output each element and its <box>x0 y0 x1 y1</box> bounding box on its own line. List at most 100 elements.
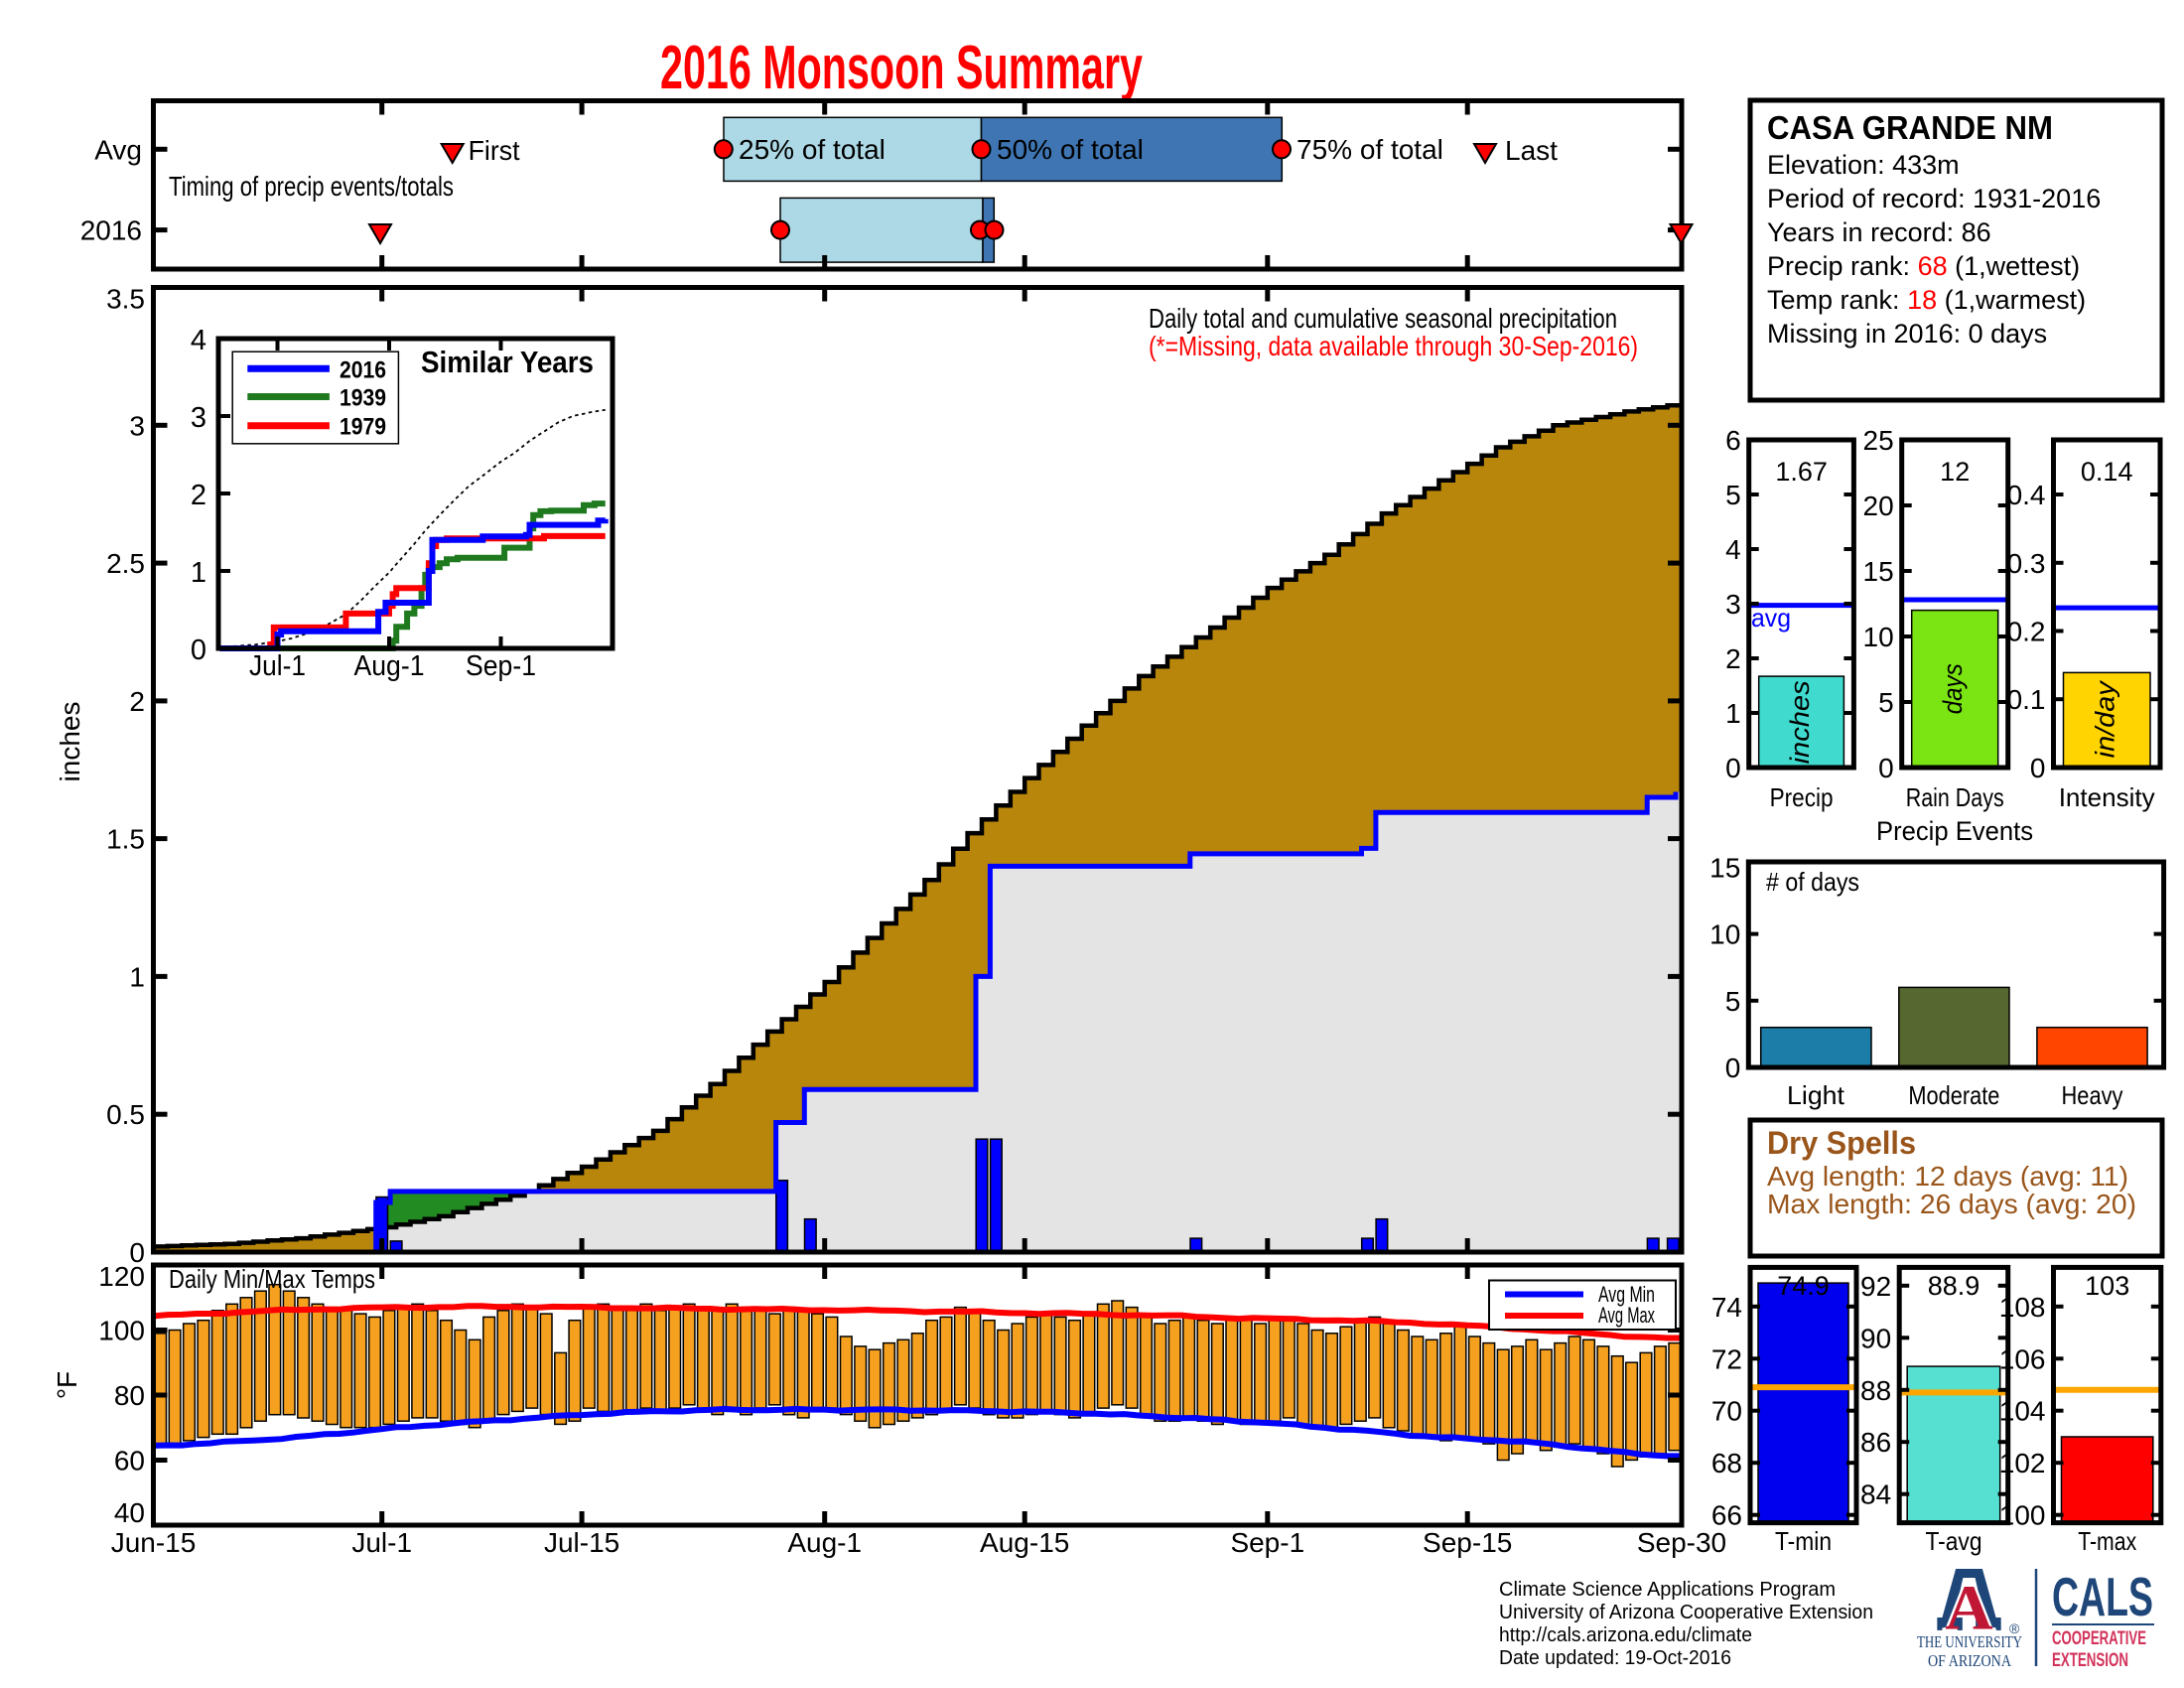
svg-text:25% of total: 25% of total <box>739 134 886 165</box>
svg-text:Avg length: 12 days (avg: 11): Avg length: 12 days (avg: 11) <box>1767 1161 2128 1192</box>
svg-text:70: 70 <box>1711 1396 1742 1427</box>
svg-text:1939: 1939 <box>340 385 386 412</box>
svg-text:OF ARIZONA: OF ARIZONA <box>1928 1651 2012 1670</box>
svg-text:EXTENSION: EXTENSION <box>2052 1650 2128 1671</box>
svg-text:®: ® <box>2009 1620 2020 1636</box>
svg-text:Precip: Precip <box>1770 782 1834 812</box>
svg-text:86: 86 <box>1860 1427 1891 1458</box>
svg-text:0: 0 <box>1725 753 1741 783</box>
svg-text:Sep-15: Sep-15 <box>1423 1527 1512 1558</box>
svg-text:Heavy: Heavy <box>2062 1080 2123 1110</box>
svg-text:10: 10 <box>1709 919 1740 950</box>
svg-text:2.5: 2.5 <box>106 548 145 579</box>
svg-text:0: 0 <box>129 1237 145 1268</box>
svg-text:Aug-1: Aug-1 <box>787 1527 862 1558</box>
svg-text:0.3: 0.3 <box>2007 548 2046 579</box>
svg-text:1: 1 <box>1725 698 1741 729</box>
svg-text:1.67: 1.67 <box>1775 457 1828 487</box>
svg-text:84: 84 <box>1860 1479 1891 1510</box>
svg-text:40: 40 <box>114 1497 145 1528</box>
svg-text:inches: inches <box>1785 680 1815 764</box>
svg-text:days: days <box>1938 663 1968 714</box>
svg-text:4: 4 <box>1725 534 1741 565</box>
svg-text:1.5: 1.5 <box>106 824 145 855</box>
svg-text:Intensity: Intensity <box>2059 782 2155 812</box>
svg-text:Last: Last <box>1505 135 1558 166</box>
svg-text:Years in record: 86: Years in record: 86 <box>1767 217 1991 247</box>
svg-text:0: 0 <box>191 634 206 666</box>
svg-text:3.5: 3.5 <box>106 284 145 315</box>
svg-text:in/day: in/day <box>2090 680 2119 759</box>
svg-text:68: 68 <box>1711 1448 1742 1478</box>
svg-text:72: 72 <box>1711 1343 1742 1374</box>
svg-text:avg: avg <box>1751 603 1791 633</box>
svg-text:90: 90 <box>1860 1323 1891 1353</box>
svg-text:0.14: 0.14 <box>2081 457 2133 487</box>
svg-text:15: 15 <box>1709 852 1740 883</box>
svg-text:15: 15 <box>1863 556 1894 587</box>
svg-text:Aug-15: Aug-15 <box>980 1527 1069 1558</box>
svg-text:100: 100 <box>1999 1500 2046 1531</box>
svg-text:Climate Science Applications P: Climate Science Applications Program <box>1499 1579 1836 1601</box>
svg-text:Sep-1: Sep-1 <box>1230 1527 1304 1558</box>
svg-text:Date updated: 19-Oct-2016: Date updated: 19-Oct-2016 <box>1499 1647 1731 1669</box>
svg-text:60: 60 <box>114 1446 145 1477</box>
svg-text:2: 2 <box>129 686 145 717</box>
svg-text:Temp rank: 18 (1,warmest): Temp rank: 18 (1,warmest) <box>1767 285 2086 315</box>
svg-text:Sep-30: Sep-30 <box>1637 1527 1726 1558</box>
svg-text:Missing in 2016: 0 days: Missing in 2016: 0 days <box>1767 319 2047 349</box>
svg-text:6: 6 <box>1725 425 1741 456</box>
svg-text:A: A <box>1942 1566 1997 1646</box>
svg-text:2016: 2016 <box>340 356 386 383</box>
svg-text:25: 25 <box>1863 425 1894 456</box>
svg-text:1: 1 <box>191 557 206 589</box>
svg-text:Max length: 26 days (avg: 20): Max length: 26 days (avg: 20) <box>1767 1189 2136 1219</box>
svg-text:Light: Light <box>1787 1080 1845 1110</box>
svg-text:0: 0 <box>1725 1053 1741 1083</box>
svg-text:Precip Events: Precip Events <box>1876 816 2033 846</box>
svg-text:120: 120 <box>98 1261 145 1292</box>
svg-text:Timing of precip events/totals: Timing of precip events/totals <box>169 171 454 202</box>
svg-text:inches: inches <box>55 702 85 782</box>
svg-text:Precip rank: 68 (1,wettest): Precip rank: 68 (1,wettest) <box>1767 251 2080 281</box>
svg-text:0.2: 0.2 <box>2007 617 2046 647</box>
svg-text:4: 4 <box>191 325 206 356</box>
svg-text:0.5: 0.5 <box>106 1099 145 1130</box>
svg-text:2: 2 <box>191 480 206 511</box>
svg-text:Elevation: 433m: Elevation: 433m <box>1767 150 1960 180</box>
svg-text:66: 66 <box>1711 1500 1742 1531</box>
svg-text:2016: 2016 <box>80 215 142 246</box>
svg-text:0: 0 <box>1878 753 1894 783</box>
svg-text:Jul-1: Jul-1 <box>249 650 306 682</box>
svg-text:1979: 1979 <box>340 414 386 441</box>
svg-text:Rain Days: Rain Days <box>1906 782 2004 812</box>
svg-text:Avg Min: Avg Min <box>1598 1282 1655 1307</box>
svg-text:74.9: 74.9 <box>1777 1271 1830 1301</box>
svg-text:CALS: CALS <box>2052 1566 2153 1627</box>
svg-text:5: 5 <box>1725 480 1741 510</box>
svg-text:CASA GRANDE NM: CASA GRANDE NM <box>1767 109 2053 146</box>
svg-text:3: 3 <box>129 410 145 441</box>
svg-text:20: 20 <box>1863 491 1894 521</box>
svg-text:Period of record: 1931-2016: Period of record: 1931-2016 <box>1767 184 2101 213</box>
svg-text:102: 102 <box>1999 1448 2046 1478</box>
svg-text:88: 88 <box>1860 1375 1891 1406</box>
svg-text:T-avg: T-avg <box>1926 1526 1982 1556</box>
svg-text:Dry Spells: Dry Spells <box>1767 1125 1916 1161</box>
svg-text:°F: °F <box>52 1371 82 1399</box>
svg-text:Jul-1: Jul-1 <box>351 1527 412 1558</box>
svg-text:Avg: Avg <box>94 134 142 165</box>
svg-text:Avg Max: Avg Max <box>1598 1303 1655 1328</box>
svg-text:Daily Min/Max Temps: Daily Min/Max Temps <box>169 1264 375 1294</box>
svg-text:Jul-15: Jul-15 <box>544 1527 619 1558</box>
svg-text:2: 2 <box>1725 643 1741 674</box>
svg-text:0.1: 0.1 <box>2007 684 2046 715</box>
svg-text:# of days: # of days <box>1766 867 1859 897</box>
svg-text:100: 100 <box>98 1316 145 1346</box>
svg-text:2016 Monsoon Summary: 2016 Monsoon Summary <box>660 34 1143 102</box>
svg-text:University of Arizona Cooperat: University of Arizona Cooperative Extens… <box>1499 1602 1873 1623</box>
svg-text:3: 3 <box>1725 589 1741 620</box>
svg-text:T-max: T-max <box>2078 1526 2136 1556</box>
svg-text:THE UNIVERSITY: THE UNIVERSITY <box>1917 1632 2022 1651</box>
svg-text:88.9: 88.9 <box>1928 1271 1980 1301</box>
